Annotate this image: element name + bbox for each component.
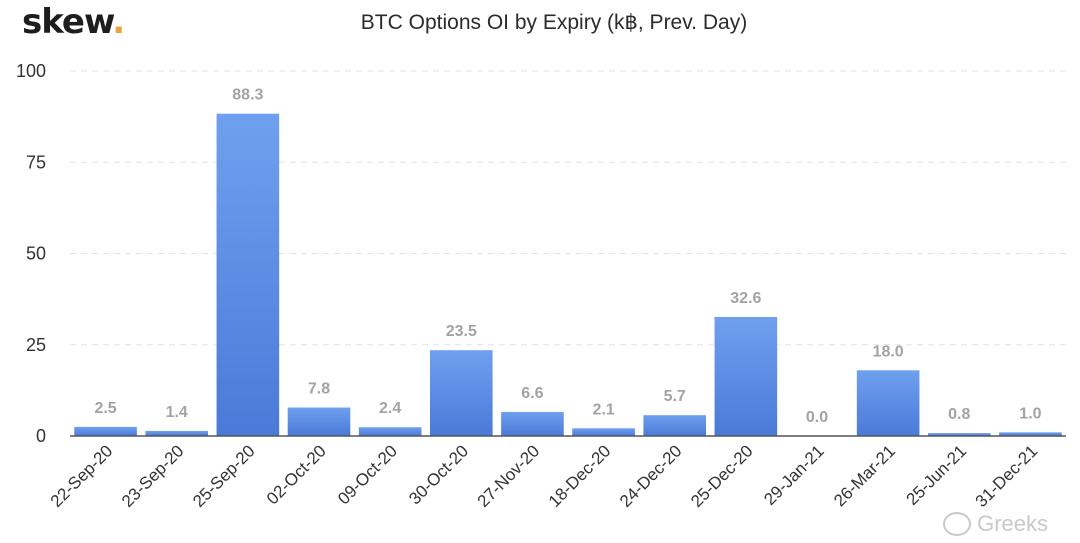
x-axis-ticks: 22-Sep-20 23-Sep-20 25-Sep-20 02-Oct-20 09-O…	[47, 441, 1041, 511]
bar	[927, 433, 991, 436]
x-tick-label: 29-Jan-21	[760, 441, 828, 509]
x-tick-label: 09-Oct-20	[334, 441, 401, 508]
x-tick-label: 18-Dec-20	[545, 441, 615, 511]
y-tick-label: 0	[36, 426, 46, 446]
data-label: 5.7	[664, 388, 686, 405]
skew-logo: skew.	[22, 2, 125, 42]
data-label: 0.0	[806, 409, 828, 426]
logo-dot: .	[112, 2, 125, 42]
data-label: 6.6	[521, 385, 543, 402]
bar	[856, 370, 920, 436]
x-tick-label: 24-Dec-20	[616, 441, 686, 511]
bar	[358, 427, 422, 436]
bar	[572, 428, 635, 436]
watermark-text: Greeks	[977, 511, 1048, 536]
data-label: 23.5	[446, 323, 477, 340]
data-labels: 2.5 1.4 88.3 7.8 2.4 23.5 6.6 2.1 5.7 32.6 0.0 18.0…	[94, 87, 1041, 426]
bar	[501, 411, 564, 436]
data-label: 2.1	[592, 401, 614, 418]
x-tick-label: 23-Sep-20	[118, 441, 188, 511]
data-label: 2.5	[94, 400, 116, 417]
bar	[74, 426, 137, 436]
data-label: 1.4	[166, 404, 188, 421]
x-tick-label: 26-Mar-21	[830, 441, 899, 510]
data-label: 18.0	[873, 343, 904, 360]
watermark: Greeks	[943, 511, 1048, 537]
bar	[429, 350, 493, 436]
data-label: 7.8	[308, 381, 330, 398]
chart-title: BTC Options OI by Expiry (k฿, Prev. Day)	[360, 11, 748, 34]
y-tick-label: 50	[26, 244, 46, 264]
y-axis-ticks: 0 25 50 75 100	[16, 61, 46, 446]
bar	[145, 430, 209, 436]
y-tick-label: 75	[26, 152, 46, 172]
x-tick-label: 25-Sep-20	[189, 441, 259, 511]
bar	[287, 407, 351, 436]
data-label: 88.3	[232, 87, 263, 104]
logo-text: skew	[22, 2, 113, 42]
x-tick-label: 30-Oct-20	[405, 441, 472, 508]
bar	[999, 432, 1062, 436]
y-tick-label: 25	[26, 335, 46, 355]
data-label: 0.8	[948, 406, 970, 423]
x-tick-label: 27-Nov-20	[474, 441, 544, 511]
data-label: 1.0	[1019, 405, 1041, 422]
wechat-icon	[943, 512, 972, 536]
bar	[216, 113, 280, 436]
x-tick-label: 31-Dec-21	[972, 441, 1042, 511]
y-tick-label: 100	[16, 61, 46, 81]
data-label: 2.4	[379, 400, 401, 417]
x-tick-label: 02-Oct-20	[263, 441, 330, 508]
bars	[74, 113, 1062, 436]
x-tick-label: 22-Sep-20	[47, 441, 117, 511]
bar	[643, 415, 707, 436]
x-tick-label: 25-Jun-21	[903, 441, 971, 509]
x-tick-label: 25-Dec-20	[687, 441, 757, 511]
data-label: 32.6	[730, 290, 761, 307]
bar	[714, 317, 778, 436]
